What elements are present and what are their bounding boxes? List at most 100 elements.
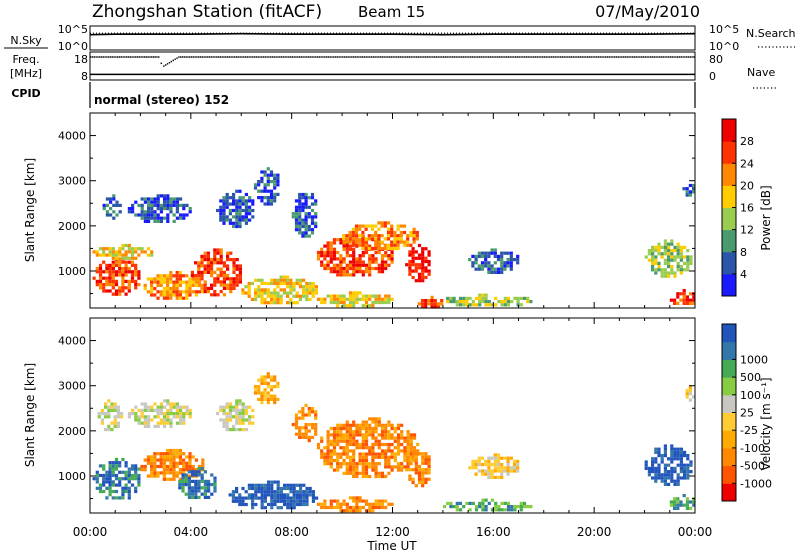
heatmap-cell — [516, 303, 520, 307]
nave-point — [590, 56, 592, 58]
heatmap-cell — [384, 442, 388, 447]
heatmap-cell — [484, 300, 488, 304]
heatmap-cell — [222, 283, 226, 287]
heatmap-cell — [670, 470, 674, 474]
heatmap-cell — [400, 462, 404, 466]
heatmap-cell — [471, 300, 475, 304]
heatmap-cell — [244, 412, 248, 416]
heatmap-cell — [121, 243, 125, 248]
heatmap-cell — [118, 464, 122, 468]
heatmap-cell — [364, 433, 369, 437]
heatmap-cell — [679, 255, 683, 259]
heatmap-cell — [494, 296, 498, 300]
heatmap-cell — [676, 265, 680, 269]
heatmap-cell — [169, 293, 173, 297]
heatmap-cell — [269, 388, 274, 392]
heatmap-cell — [487, 466, 491, 470]
heatmap-cell — [307, 429, 311, 433]
heatmap-cell — [108, 270, 112, 274]
heatmap-cell — [235, 218, 239, 222]
heatmap-cell — [496, 466, 501, 470]
heatmap-cell — [371, 509, 375, 513]
heatmap-cell — [286, 275, 290, 279]
heatmap-cell — [143, 418, 147, 422]
heatmap-cell — [336, 505, 340, 510]
heatmap-cell — [310, 410, 315, 414]
heatmap-cell — [487, 270, 491, 274]
heatmap-cell — [427, 455, 431, 459]
heatmap-cell — [342, 446, 346, 450]
heatmap-cell — [289, 483, 293, 487]
nsearch-tick-top: 10^5 — [709, 23, 739, 36]
nave-point — [102, 56, 105, 58]
heatmap-cell — [326, 436, 330, 440]
heatmap-cell — [332, 439, 337, 443]
heatmap-cell — [121, 286, 125, 290]
heatmap-cell — [219, 408, 223, 412]
heatmap-cell — [458, 296, 463, 300]
heatmap-cell — [399, 237, 403, 241]
heatmap-cell — [345, 446, 349, 450]
heatmap-cell — [345, 502, 349, 506]
heatmap-cell — [222, 261, 226, 265]
heatmap-cell — [175, 455, 179, 459]
heatmap-cell — [329, 458, 333, 463]
heatmap-cell — [414, 471, 418, 475]
heatmap-cell — [279, 506, 283, 510]
heatmap-cell — [105, 210, 109, 214]
nave-point — [666, 56, 668, 58]
heatmap-cell — [137, 247, 141, 251]
heatmap-cell — [682, 298, 686, 302]
heatmap-cell — [102, 276, 106, 280]
heatmap-cell — [156, 421, 160, 425]
heatmap-cell — [368, 462, 372, 466]
nave-point — [639, 56, 641, 58]
heatmap-cell — [241, 418, 245, 422]
x-tick-label: 16:00 — [476, 525, 511, 539]
heatmap-cell — [427, 458, 431, 462]
heatmap-cell — [254, 502, 258, 507]
heatmap-cell — [175, 293, 179, 297]
heatmap-cell — [187, 476, 191, 480]
heatmap-cell — [403, 458, 407, 463]
heatmap-cell — [421, 256, 425, 260]
heatmap-cell — [166, 408, 170, 412]
heatmap-cell — [179, 197, 183, 201]
heatmap-cell — [302, 285, 306, 289]
nave-point — [181, 56, 184, 58]
heatmap-cell — [361, 471, 365, 475]
heatmap-cell — [222, 199, 226, 203]
nave-point — [572, 56, 574, 58]
heatmap-cell — [390, 465, 394, 469]
heatmap-cell — [339, 263, 343, 267]
heatmap-cell — [150, 280, 154, 284]
heatmap-cell — [238, 408, 242, 412]
heatmap-cell — [162, 471, 166, 475]
heatmap-cell — [348, 234, 352, 238]
heatmap-cell — [118, 477, 122, 481]
nave-point — [246, 56, 249, 58]
nave-point — [113, 56, 115, 58]
heatmap-cell — [519, 296, 523, 300]
nave-point — [223, 56, 225, 58]
nave-point — [459, 56, 461, 58]
heatmap-cell — [116, 408, 120, 412]
nave-tick-bottom: 0 — [709, 70, 716, 83]
heatmap-cell — [175, 452, 179, 456]
heatmap-cell — [339, 260, 343, 264]
heatmap-cell — [342, 499, 346, 503]
nave-point — [392, 56, 394, 58]
heatmap-cell — [235, 208, 239, 213]
heatmap-cell — [506, 264, 510, 268]
heatmap-cell — [374, 237, 378, 241]
heatmap-cell — [390, 423, 394, 427]
heatmap-cell — [478, 293, 482, 297]
heatmap-cell — [166, 412, 170, 416]
nave-point — [464, 56, 466, 58]
heatmap-cell — [644, 466, 648, 470]
heatmap-cell — [153, 280, 157, 284]
heatmap-cell — [417, 452, 422, 456]
heatmap-cell — [323, 505, 327, 510]
heatmap-cell — [210, 270, 214, 274]
heatmap-cell — [228, 212, 232, 216]
